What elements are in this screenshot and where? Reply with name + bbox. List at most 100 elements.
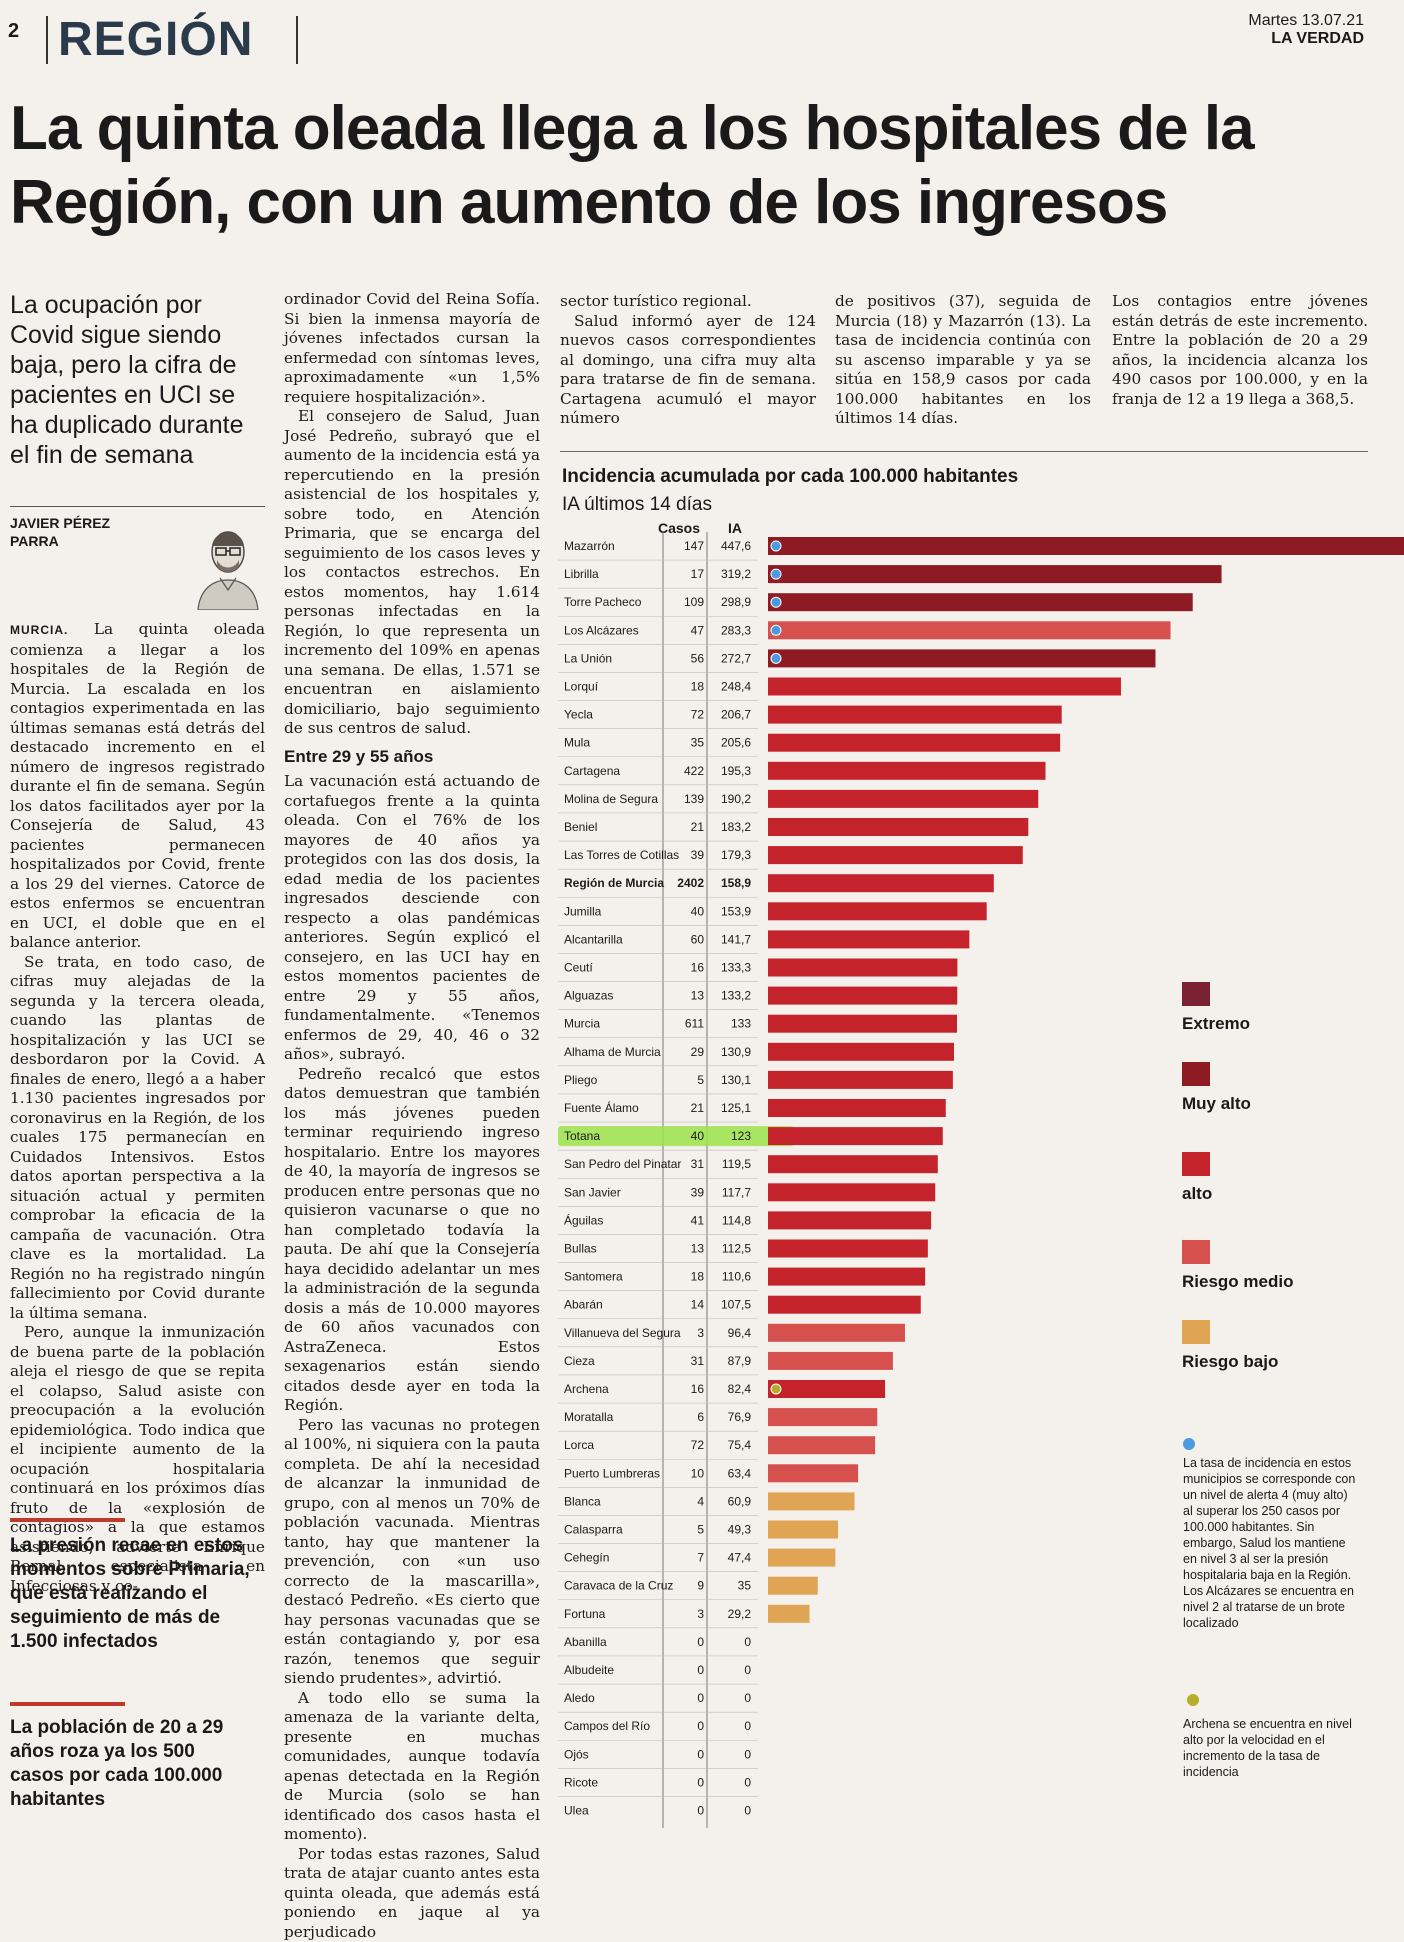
cases-value: 16 — [691, 961, 705, 975]
incidence-bar — [768, 1577, 818, 1595]
ia-value: 49,3 — [728, 1523, 752, 1537]
incidence-bar — [768, 1099, 946, 1117]
legend-item-muy-alto: Muy alto — [1182, 1062, 1362, 1114]
ia-value: 141,7 — [721, 932, 751, 946]
municipality-label: Cehegín — [564, 1551, 609, 1565]
ia-value: 298,9 — [721, 595, 751, 609]
ia-value: 123 — [731, 1129, 751, 1143]
section-title: REGIÓN — [58, 12, 253, 67]
ia-value: 248,4 — [721, 680, 751, 694]
legend-swatch — [1182, 1240, 1210, 1264]
ia-value: 47,4 — [728, 1551, 752, 1565]
incidence-bar — [768, 1240, 928, 1258]
paragraph: Salud informó ayer de 124 nuevos casos c… — [560, 312, 816, 429]
municipality-label: Beniel — [564, 820, 597, 834]
municipality-label: Albudeite — [564, 1663, 614, 1677]
ia-value: 0 — [744, 1719, 751, 1733]
municipality-label: San Javier — [564, 1185, 621, 1199]
ia-value: 87,9 — [728, 1354, 752, 1368]
ia-value: 63,4 — [728, 1466, 752, 1480]
ia-value: 158,9 — [721, 876, 751, 890]
municipality-label: Mula — [564, 736, 590, 750]
incidence-bar — [768, 1436, 875, 1454]
cases-value: 611 — [685, 1017, 704, 1031]
cases-value: 21 — [691, 1101, 705, 1115]
cases-value: 60 — [691, 932, 705, 946]
municipality-label: Los Alcázares — [564, 623, 639, 637]
subheadline: La ocupación por Covid sigue siendo baja… — [10, 290, 265, 470]
ia-value: 272,7 — [721, 651, 751, 665]
dateline: Martes 13.07.21 LA VERDAD — [1248, 12, 1364, 48]
header-divider — [46, 16, 48, 64]
municipality-label: Librilla — [564, 567, 599, 581]
municipality-label: Lorquí — [564, 680, 599, 694]
municipality-label: Blanca — [564, 1494, 601, 1508]
municipality-label: Región de Murcia — [564, 876, 664, 890]
incidence-bar — [768, 1296, 921, 1314]
paragraph: Los contagios entre jóvenes están detrás… — [1112, 292, 1368, 409]
legend-label: Riesgo bajo — [1182, 1352, 1362, 1372]
cases-value: 16 — [691, 1382, 705, 1396]
municipality-label: Ulea — [564, 1804, 589, 1818]
author-name-line2: PARRA — [10, 532, 110, 550]
paragraph: Por todas estas razones, Salud trata de … — [284, 1845, 540, 1942]
ia-value: 283,3 — [721, 623, 751, 637]
municipality-label: Pliego — [564, 1073, 598, 1087]
cases-value: 147 — [684, 539, 704, 553]
incidence-bar — [768, 593, 1193, 611]
incidence-bar — [768, 1380, 885, 1398]
incidence-bar — [768, 1015, 957, 1033]
municipality-label: Caravaca de la Cruz — [564, 1579, 673, 1593]
municipality-label: Archena — [564, 1382, 609, 1396]
municipality-label: Villanueva del Segura — [564, 1326, 681, 1340]
cases-value: 40 — [691, 1129, 705, 1143]
cases-value: 13 — [691, 1242, 705, 1256]
ia-value: 319,2 — [721, 567, 751, 581]
incidence-bar — [768, 678, 1121, 696]
ia-value: 0 — [744, 1804, 751, 1818]
municipality-label: Puerto Lumbreras — [564, 1466, 660, 1480]
incidence-bar — [768, 565, 1222, 583]
city-label: MURCIA. — [10, 623, 68, 637]
incidence-bar — [768, 1549, 835, 1567]
author-name-line1: JAVIER PÉREZ — [10, 514, 110, 532]
paragraph: ordinador Covid del Reina Sofía. Si bien… — [284, 290, 540, 407]
incidence-bar — [768, 1268, 925, 1286]
cases-value: 109 — [684, 595, 704, 609]
incidence-bar — [768, 1408, 877, 1426]
legend-item-extremo: Extremo — [1182, 982, 1362, 1034]
chart-subtitle: IA últimos 14 días — [562, 494, 712, 516]
incidence-bar — [768, 1043, 954, 1061]
note-marker-yellow — [1187, 1694, 1199, 1706]
alert-marker — [771, 541, 781, 551]
cases-value: 47 — [691, 623, 705, 637]
cases-value: 5 — [697, 1073, 704, 1087]
cases-value: 3 — [697, 1326, 704, 1340]
ia-value: 0 — [744, 1663, 751, 1677]
cases-value: 422 — [684, 764, 704, 778]
paragraph: MURCIA. La quinta oleada comienza a lleg… — [10, 620, 265, 953]
municipality-label: Murcia — [564, 1017, 600, 1031]
ia-value: 133,2 — [721, 989, 751, 1003]
article-column-2: ordinador Covid del Reina Sofía. Si bien… — [284, 290, 540, 1942]
municipality-label: Alhama de Murcia — [564, 1045, 661, 1059]
cases-value: 139 — [684, 792, 704, 806]
cases-value: 18 — [691, 680, 705, 694]
ia-value: 35 — [738, 1579, 752, 1593]
incidence-bar — [768, 987, 957, 1005]
paragraph: La vacunación está actuando de cortafueg… — [284, 772, 540, 1065]
legend-label: alto — [1182, 1184, 1362, 1204]
municipality-label: Jumilla — [564, 904, 602, 918]
ia-value: 0 — [744, 1635, 751, 1649]
cases-value: 4 — [697, 1494, 704, 1508]
alert-marker — [771, 569, 781, 579]
cases-value: 9 — [697, 1579, 704, 1593]
ia-value: 447,6 — [721, 539, 751, 553]
incidence-bar — [768, 1155, 938, 1173]
ia-value: 133 — [731, 1017, 751, 1031]
cases-value: 2402 — [677, 876, 704, 890]
page-number: 2 — [8, 20, 19, 43]
article-column-4: de positivos (37), seguida de Murcia (18… — [835, 292, 1091, 429]
ia-value: 114,8 — [722, 1213, 751, 1227]
ia-value: 107,5 — [721, 1298, 751, 1312]
